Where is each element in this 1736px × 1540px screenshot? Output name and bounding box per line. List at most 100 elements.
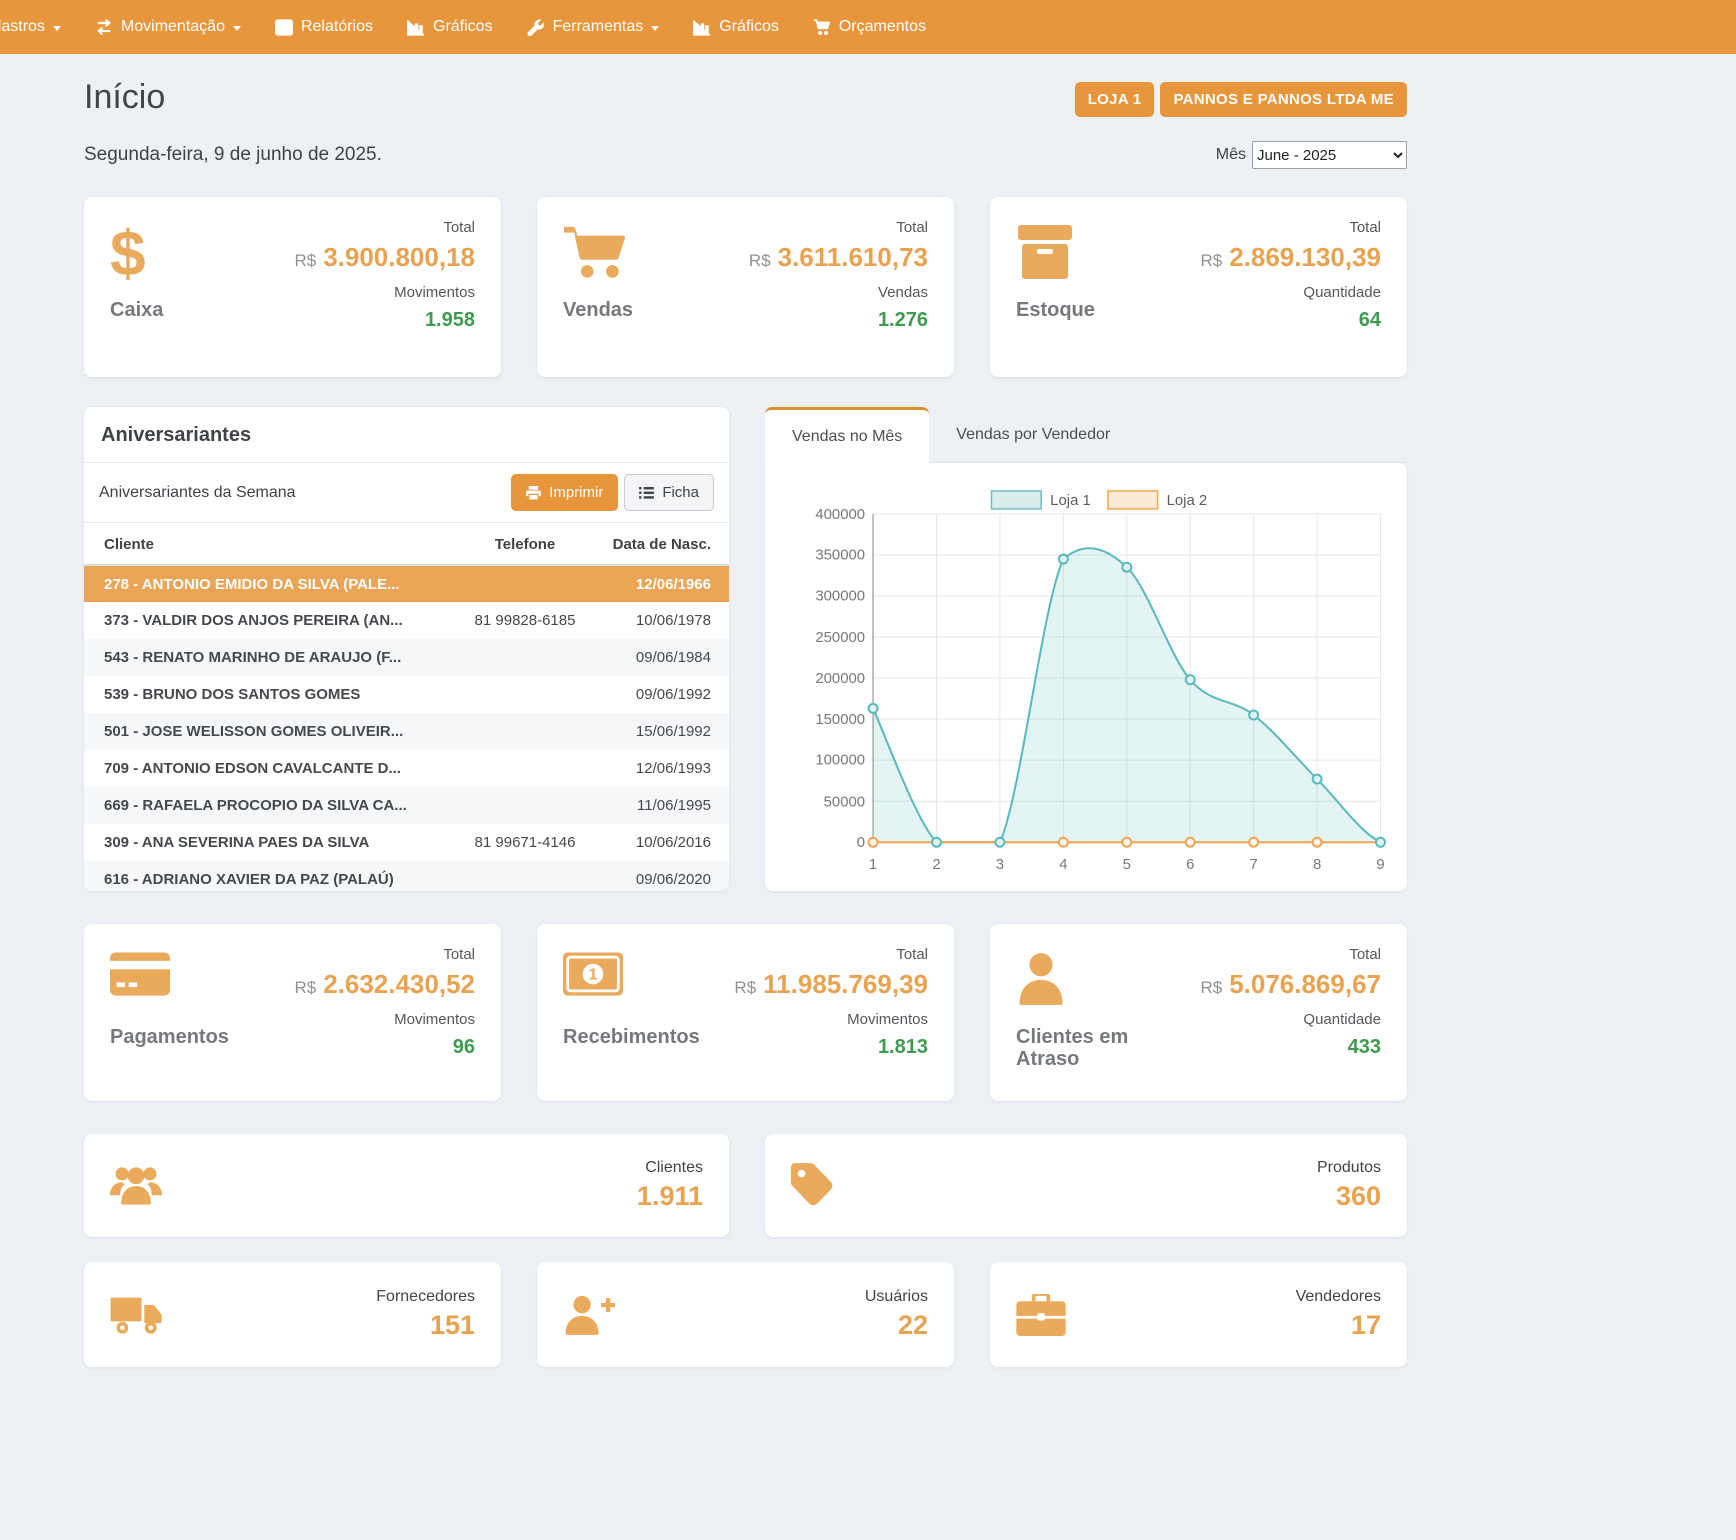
tab-vendas-por-vendedor[interactable]: Vendas por Vendedor <box>929 407 1137 463</box>
nav-item-label: Ferramentas <box>553 18 644 36</box>
nav-item-movimentacao[interactable]: Movimentação <box>95 18 241 36</box>
birthdays-subtitle: Aniversariantes da Semana <box>99 484 296 502</box>
date-cell: 15/06/1992 <box>601 713 729 750</box>
bar-chart-icon <box>407 19 425 36</box>
svg-text:1: 1 <box>869 856 877 873</box>
vendedores-value: 17 <box>1296 1310 1381 1341</box>
client-cell: 616 - ADRIANO XAVIER DA PAZ (PALAÚ) <box>84 861 449 891</box>
svg-text:400000: 400000 <box>815 506 865 523</box>
print-button-label: Imprimir <box>549 484 603 501</box>
clientes-card: Clientes 1.911 <box>84 1134 729 1237</box>
table-row[interactable]: 278 - ANTONIO EMIDIO DA SILVA (PALE... 12… <box>84 565 729 602</box>
total-label: Total <box>749 219 928 236</box>
estoque-total: 2.869.130,39 <box>1229 242 1381 272</box>
table-row[interactable]: 709 - ANTONIO EDSON CAVALCANTE D...12/06… <box>84 750 729 787</box>
table-row[interactable]: 309 - ANA SEVERINA PAES DA SILVA81 99671… <box>84 824 729 861</box>
client-cell: 539 - BRUNO DOS SANTOS GOMES <box>84 676 449 713</box>
currency-prefix: R$ <box>1200 978 1222 997</box>
nav-item-label: Relatórios <box>301 18 373 36</box>
list-icon <box>639 487 654 499</box>
briefcase-icon <box>1016 1294 1066 1336</box>
report-icon <box>275 19 293 36</box>
client-cell: 543 - RENATO MARINHO DE ARAUJO (F... <box>84 639 449 676</box>
bar-chart-icon <box>693 19 711 36</box>
usuarios-label: Usuários <box>865 1288 928 1306</box>
user-plus-icon <box>563 1294 615 1336</box>
estoque-count: 64 <box>1200 309 1381 332</box>
nav-item-label: Gráficos <box>433 18 493 36</box>
store-badges: LOJA 1 PANNOS E PANNOS LTDA ME <box>1075 82 1407 117</box>
nav-item-relatorios[interactable]: Relatórios <box>275 18 373 36</box>
table-row[interactable]: 616 - ADRIANO XAVIER DA PAZ (PALAÚ)09/06… <box>84 861 729 891</box>
total-label: Total <box>1200 946 1381 963</box>
svg-text:100000: 100000 <box>815 752 865 769</box>
chevron-down-icon <box>233 26 241 31</box>
svg-text:6: 6 <box>1186 856 1194 873</box>
table-row[interactable]: 501 - JOSE WELISSON GOMES OLIVEIR...15/0… <box>84 713 729 750</box>
date-cell: 11/06/1995 <box>601 787 729 824</box>
legend-swatch-loja1 <box>991 491 1041 509</box>
caixa-total: 3.900.800,18 <box>323 242 475 272</box>
month-label: Mês <box>1216 146 1246 164</box>
date-cell: 09/06/1992 <box>601 676 729 713</box>
svg-text:350000: 350000 <box>815 547 865 564</box>
nav-item-graficos-2[interactable]: Gráficos <box>693 18 779 36</box>
phone-cell <box>449 676 601 713</box>
svg-text:3: 3 <box>996 856 1004 873</box>
svg-text:2: 2 <box>932 856 940 873</box>
nav-item-graficos-1[interactable]: Gráficos <box>407 18 493 36</box>
store-badge[interactable]: LOJA 1 <box>1075 82 1155 117</box>
clientes-atraso-label: Clientes em Atraso <box>1016 1026 1146 1070</box>
currency-prefix: R$ <box>734 978 756 997</box>
nav-item-label: Orçamentos <box>839 18 926 36</box>
shopping-cart-icon <box>563 225 625 281</box>
date-cell: 12/06/1966 <box>601 565 729 602</box>
pagamentos-label: Pagamentos <box>110 1026 229 1048</box>
caixa-label: Caixa <box>110 299 163 321</box>
chevron-down-icon <box>651 26 659 31</box>
nav-item-cadastros[interactable]: Cadastros <box>0 18 61 36</box>
client-cell: 278 - ANTONIO EMIDIO DA SILVA (PALE... <box>84 565 449 602</box>
nav-item-orcamentos[interactable]: Orçamentos <box>813 18 926 36</box>
table-row[interactable]: 543 - RENATO MARINHO DE ARAUJO (F... 09/0… <box>84 639 729 676</box>
svg-text:1: 1 <box>589 967 598 984</box>
table-row[interactable]: 539 - BRUNO DOS SANTOS GOMES 09/06/1992 <box>84 676 729 713</box>
cart-icon <box>813 19 831 36</box>
count-label: Quantidade <box>1200 284 1381 301</box>
date-cell: 09/06/1984 <box>601 639 729 676</box>
fornecedores-card: Fornecedores 151 <box>84 1262 501 1367</box>
month-select[interactable]: June - 2025 <box>1252 141 1407 169</box>
svg-text:4: 4 <box>1059 856 1067 873</box>
chevron-down-icon <box>53 26 61 31</box>
vendas-total: 3.611.610,73 <box>778 242 928 272</box>
vendedores-card: Vendedores 17 <box>990 1262 1407 1367</box>
clientes-atraso-count: 433 <box>1200 1036 1381 1059</box>
client-cell: 709 - ANTONIO EDSON CAVALCANTE D... <box>84 750 449 787</box>
tag-icon <box>791 1163 833 1209</box>
svg-text:0: 0 <box>857 834 865 851</box>
phone-cell <box>449 713 601 750</box>
print-button[interactable]: Imprimir <box>511 474 618 511</box>
column-header-client: Cliente <box>84 523 449 565</box>
archive-box-icon <box>1016 225 1074 279</box>
date-cell: 10/06/2016 <box>601 824 729 861</box>
phone-cell: 81 99671-4146 <box>449 824 601 861</box>
count-label: Quantidade <box>1200 1011 1381 1028</box>
table-row[interactable]: 669 - RAFAELA PROCOPIO DA SILVA CA... 11/… <box>84 787 729 824</box>
client-cell: 669 - RAFAELA PROCOPIO DA SILVA CA... <box>84 787 449 824</box>
pagamentos-card: Pagamentos Total R$2.632.430,52 Moviment… <box>84 924 501 1101</box>
recebimentos-total: 11.985.769,39 <box>763 969 928 999</box>
company-badge[interactable]: PANNOS E PANNOS LTDA ME <box>1160 82 1407 117</box>
total-label: Total <box>1200 219 1381 236</box>
phone-cell <box>449 787 601 824</box>
ficha-button[interactable]: Ficha <box>624 474 714 511</box>
wrench-icon <box>527 19 545 36</box>
tab-vendas-no-mes[interactable]: Vendas no Mês <box>765 407 929 463</box>
nav-item-ferramentas[interactable]: Ferramentas <box>527 18 660 36</box>
users-icon <box>110 1164 162 1208</box>
legend-label-loja1: Loja 1 <box>1050 492 1091 509</box>
sales-chart-panel: Vendas no Mês Vendas por Vendedor Loja 1… <box>765 407 1407 891</box>
table-row[interactable]: 373 - VALDIR DOS ANJOS PEREIRA (AN...81 … <box>84 602 729 639</box>
fornecedores-value: 151 <box>376 1310 475 1341</box>
credit-card-icon <box>110 952 170 996</box>
